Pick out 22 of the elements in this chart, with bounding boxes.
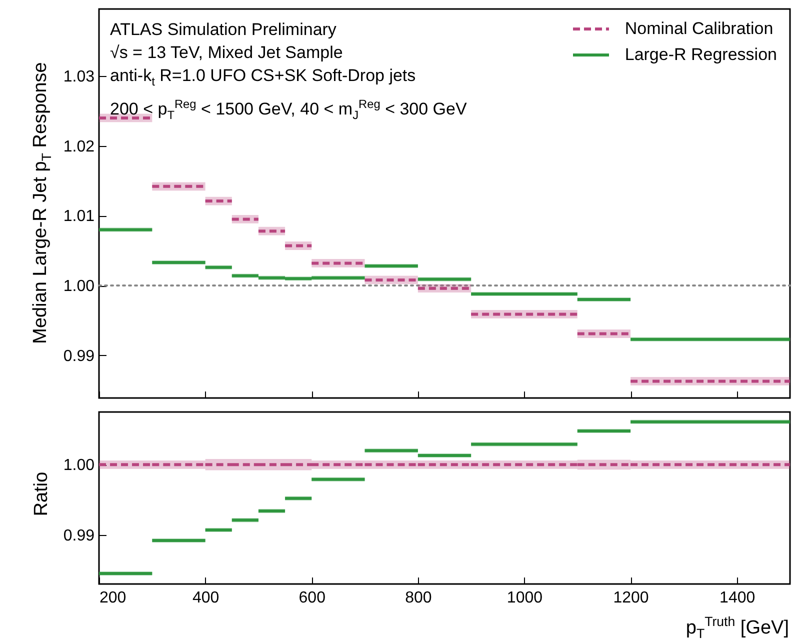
y-tick-label: 1.00 xyxy=(63,278,95,296)
x-axis-title: p$_{T}$$^{Truth}$ [GeV] xyxy=(686,613,789,639)
y-tick-label: 0.99 xyxy=(63,527,95,544)
x-tick-label: 200 xyxy=(100,590,126,606)
legend-label: Nominal Calibration xyxy=(624,19,774,39)
x-tick-label: 1000 xyxy=(506,590,543,606)
y-axis-title: Ratio xyxy=(31,472,53,516)
y-tick-label: 1.01 xyxy=(63,208,95,226)
x-tick-label: 400 xyxy=(192,590,220,606)
annotation: anti-k$_{t}$ R=1.0 UFO CS+SK Soft-Drop jets xyxy=(110,65,417,90)
legend-label: Large-R Regression xyxy=(624,45,777,65)
x-tick-label: 1200 xyxy=(613,590,649,606)
x-tick-label: 1400 xyxy=(720,590,756,606)
y-tick-label: 1.02 xyxy=(63,138,95,156)
x-tick-label: 800 xyxy=(405,590,432,606)
annotation: 200 < p$_{T}$$^{Reg}$ < 1500 GeV, 40 < m$_{J}$$^{Reg}$ < 300 GeV xyxy=(110,96,467,124)
y-tick-label: 0.99 xyxy=(63,348,95,365)
annotation: √s = 13 TeV, Mixed Jet Sample xyxy=(110,42,344,64)
x-tick-label: 600 xyxy=(298,590,326,606)
y-tick-label: 1.00 xyxy=(63,457,95,474)
y-tick-label: 1.03 xyxy=(63,68,95,86)
annotation: ATLAS Simulation Preliminary xyxy=(110,19,338,41)
